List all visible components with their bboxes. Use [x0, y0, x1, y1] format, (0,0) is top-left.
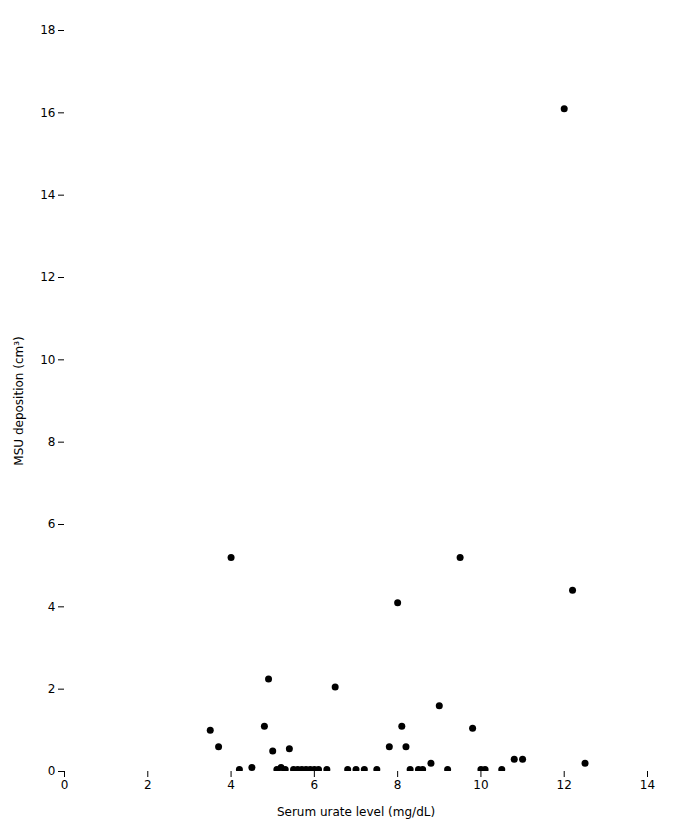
svg-text:8: 8 — [394, 778, 402, 792]
svg-text:0: 0 — [48, 764, 56, 778]
svg-text:16: 16 — [40, 106, 55, 120]
svg-text:14: 14 — [40, 188, 55, 202]
svg-text:4: 4 — [227, 778, 235, 792]
svg-text:6: 6 — [311, 778, 319, 792]
svg-text:8: 8 — [48, 435, 56, 449]
svg-text:10: 10 — [40, 353, 55, 367]
svg-text:6: 6 — [48, 517, 56, 531]
svg-text:10: 10 — [473, 778, 488, 792]
svg-text:18: 18 — [40, 23, 55, 37]
svg-text:2: 2 — [48, 682, 56, 696]
svg-text:4: 4 — [48, 600, 56, 614]
svg-text:Serum urate level (mg/dL): Serum urate level (mg/dL) — [277, 805, 435, 819]
svg-text:0: 0 — [61, 778, 69, 792]
svg-text:14: 14 — [640, 778, 655, 792]
svg-text:12: 12 — [40, 270, 55, 284]
svg-text:12: 12 — [557, 778, 572, 792]
svg-text:MSU deposition (cm³): MSU deposition (cm³) — [12, 336, 26, 465]
svg-text:2: 2 — [144, 778, 152, 792]
